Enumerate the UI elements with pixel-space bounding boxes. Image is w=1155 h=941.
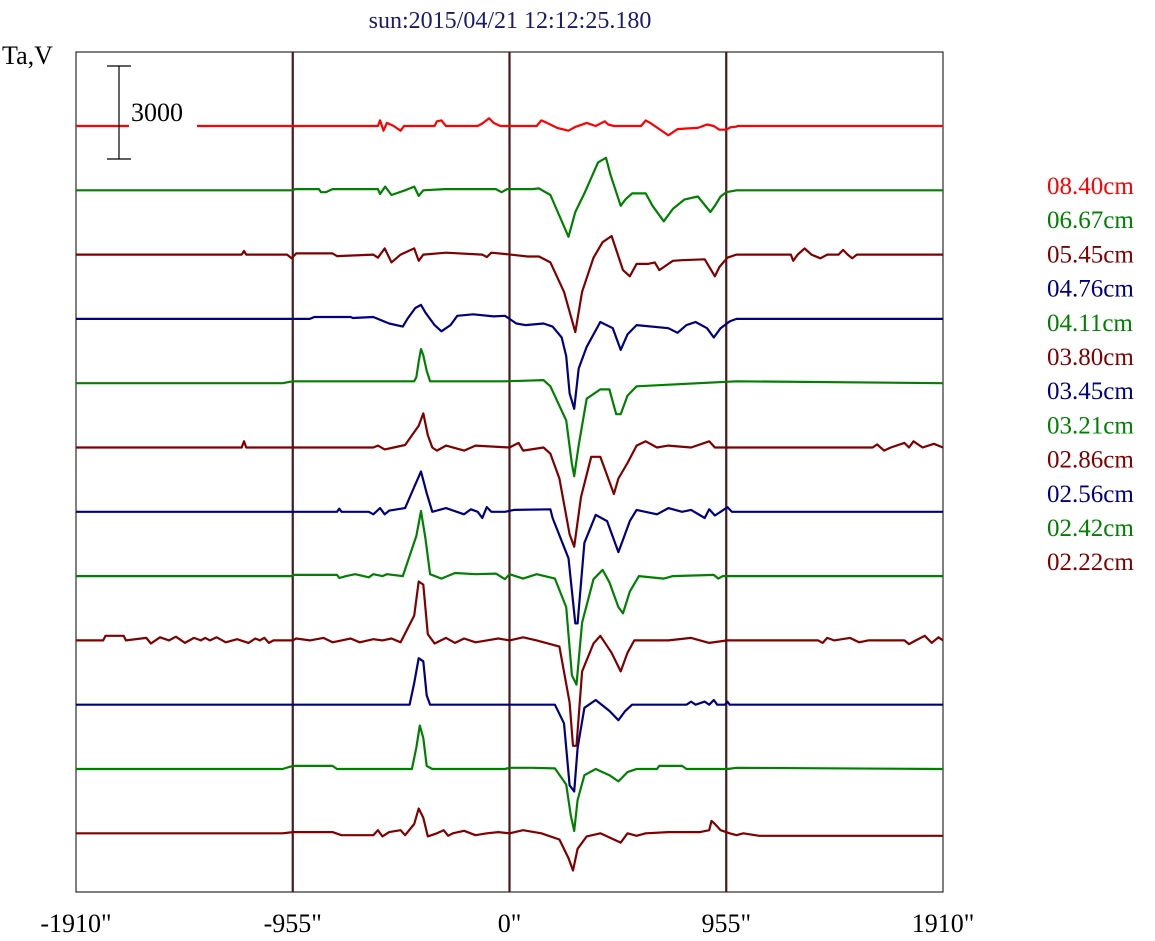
legend-entry: 04.76cm xyxy=(1047,276,1134,303)
traces xyxy=(76,117,944,872)
legend-entry: 06.67cm xyxy=(1047,207,1134,234)
legend-entry: 04.11cm xyxy=(1047,310,1133,337)
trace-03.45cm xyxy=(76,470,943,625)
legend-entry: 05.45cm xyxy=(1047,241,1134,268)
x-tick-labels: -1910" -955" 0" 955" 1910" xyxy=(40,909,974,938)
legend: 08.40cm 06.67cm 05.45cm 04.76cm 04.11cm 03.80… xyxy=(1047,173,1134,576)
legend-entry: 02.42cm xyxy=(1047,515,1134,542)
legend-entry: 08.40cm xyxy=(1047,173,1134,200)
trace-02.86cm xyxy=(76,580,944,747)
trace-04.76cm xyxy=(76,303,943,410)
trace-02.22cm xyxy=(76,807,943,872)
trace-02.56cm xyxy=(76,657,943,793)
trace-02.42cm xyxy=(76,724,944,833)
y-axis-label: Ta,V xyxy=(2,41,53,70)
trace-06.67cm xyxy=(76,156,943,238)
legend-entry: 03.45cm xyxy=(1047,378,1134,405)
trace-05.45cm xyxy=(76,234,943,334)
legend-entry: 02.22cm xyxy=(1047,549,1134,576)
legend-entry: 03.21cm xyxy=(1047,412,1134,439)
x-tick-label: -1910" xyxy=(40,909,111,938)
x-tick-label: 0" xyxy=(498,909,522,938)
trace-04.11cm xyxy=(76,348,944,478)
scale-label-background xyxy=(129,96,197,128)
legend-entry: 02.56cm xyxy=(1047,481,1134,508)
x-tick-label: -955" xyxy=(264,909,322,938)
trace-03.21cm xyxy=(76,509,943,686)
legend-entry: 03.80cm xyxy=(1047,344,1134,371)
scale-bar-label: 3000 xyxy=(131,98,183,127)
scale-bar: 3000 xyxy=(107,65,197,160)
trace-03.80cm xyxy=(76,412,944,548)
trace-08.40cm xyxy=(76,117,943,137)
chart-title: sun:2015/04/21 12:12:25.180 xyxy=(369,8,652,34)
x-tick-label: 955" xyxy=(701,909,751,938)
legend-entry: 02.86cm xyxy=(1047,447,1134,474)
x-tick-label: 1910" xyxy=(912,909,975,938)
